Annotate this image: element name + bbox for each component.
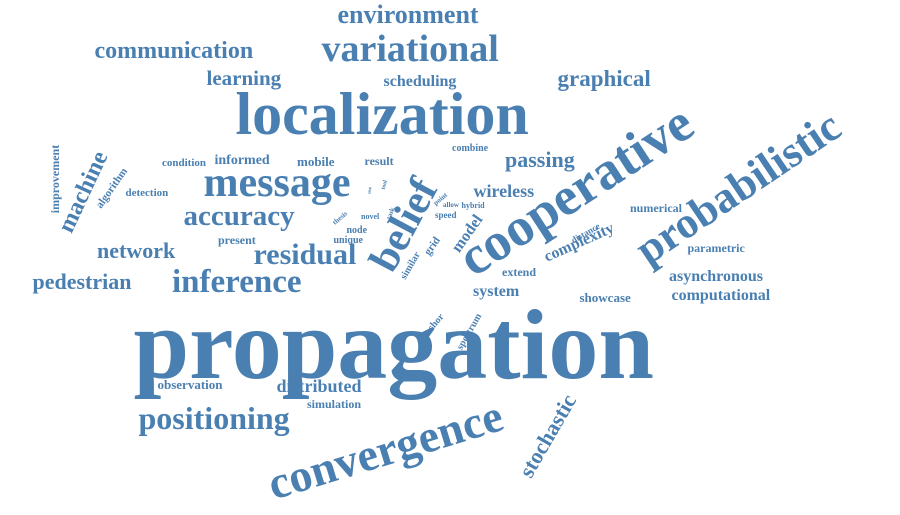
word-propagation: propagation <box>133 289 655 400</box>
word-novel: novel <box>361 212 380 221</box>
word-localization: localization <box>235 81 529 147</box>
word-use: use <box>366 186 374 194</box>
word-pedestrian: pedestrian <box>32 269 132 294</box>
word-allow: allow <box>443 200 459 209</box>
word-parametric: parametric <box>687 241 745 255</box>
word-computational: computational <box>671 287 771 304</box>
word-scheduling: scheduling <box>383 73 457 90</box>
word-environment: environment <box>337 0 479 29</box>
word-mobile: mobile <box>297 153 335 169</box>
word-communication: communication <box>94 38 254 64</box>
word-system: system <box>473 283 520 300</box>
word-belief: belief <box>360 170 448 280</box>
word-condition: condition <box>162 156 207 169</box>
word-improvement: improvement <box>48 144 63 214</box>
word-extend: extend <box>502 265 536 279</box>
word-inference: inference <box>172 263 302 300</box>
word-distributed: distributed <box>276 376 362 396</box>
word-accuracy: accuracy <box>183 199 295 232</box>
word-hybrid: hybrid <box>461 201 485 210</box>
word-learning: learning <box>206 65 282 90</box>
word-node: node <box>346 225 368 236</box>
word-present: present <box>218 233 256 247</box>
word-informed: informed <box>214 153 270 168</box>
word-result: result <box>364 154 394 168</box>
word-showcase: showcase <box>579 289 631 305</box>
word-convergence: convergence <box>261 389 509 510</box>
word-combine: combine <box>452 143 489 154</box>
word-wireless: wireless <box>473 181 535 201</box>
word-observation: observation <box>157 376 223 392</box>
word-grid: grid <box>421 234 443 258</box>
word-residual: residual <box>253 238 357 271</box>
word-positioning: positioning <box>138 400 290 436</box>
word-stochastic: stochastic <box>513 389 582 482</box>
word-detection: detection <box>125 186 169 199</box>
word-speed: speed <box>435 209 457 220</box>
word-network: network <box>97 238 176 263</box>
word-tool: tool <box>380 179 389 191</box>
word-graphical: graphical <box>557 65 651 91</box>
word-message: message <box>203 160 351 206</box>
word-thesis: thesis <box>330 209 349 227</box>
word-unique: unique <box>333 235 363 246</box>
word-passing: passing <box>505 147 575 172</box>
word-numerical: numerical <box>630 201 682 215</box>
word-asynchronous: asynchronous <box>669 268 763 285</box>
word-variational: variational <box>321 28 499 70</box>
word-simulation: simulation <box>307 397 362 411</box>
